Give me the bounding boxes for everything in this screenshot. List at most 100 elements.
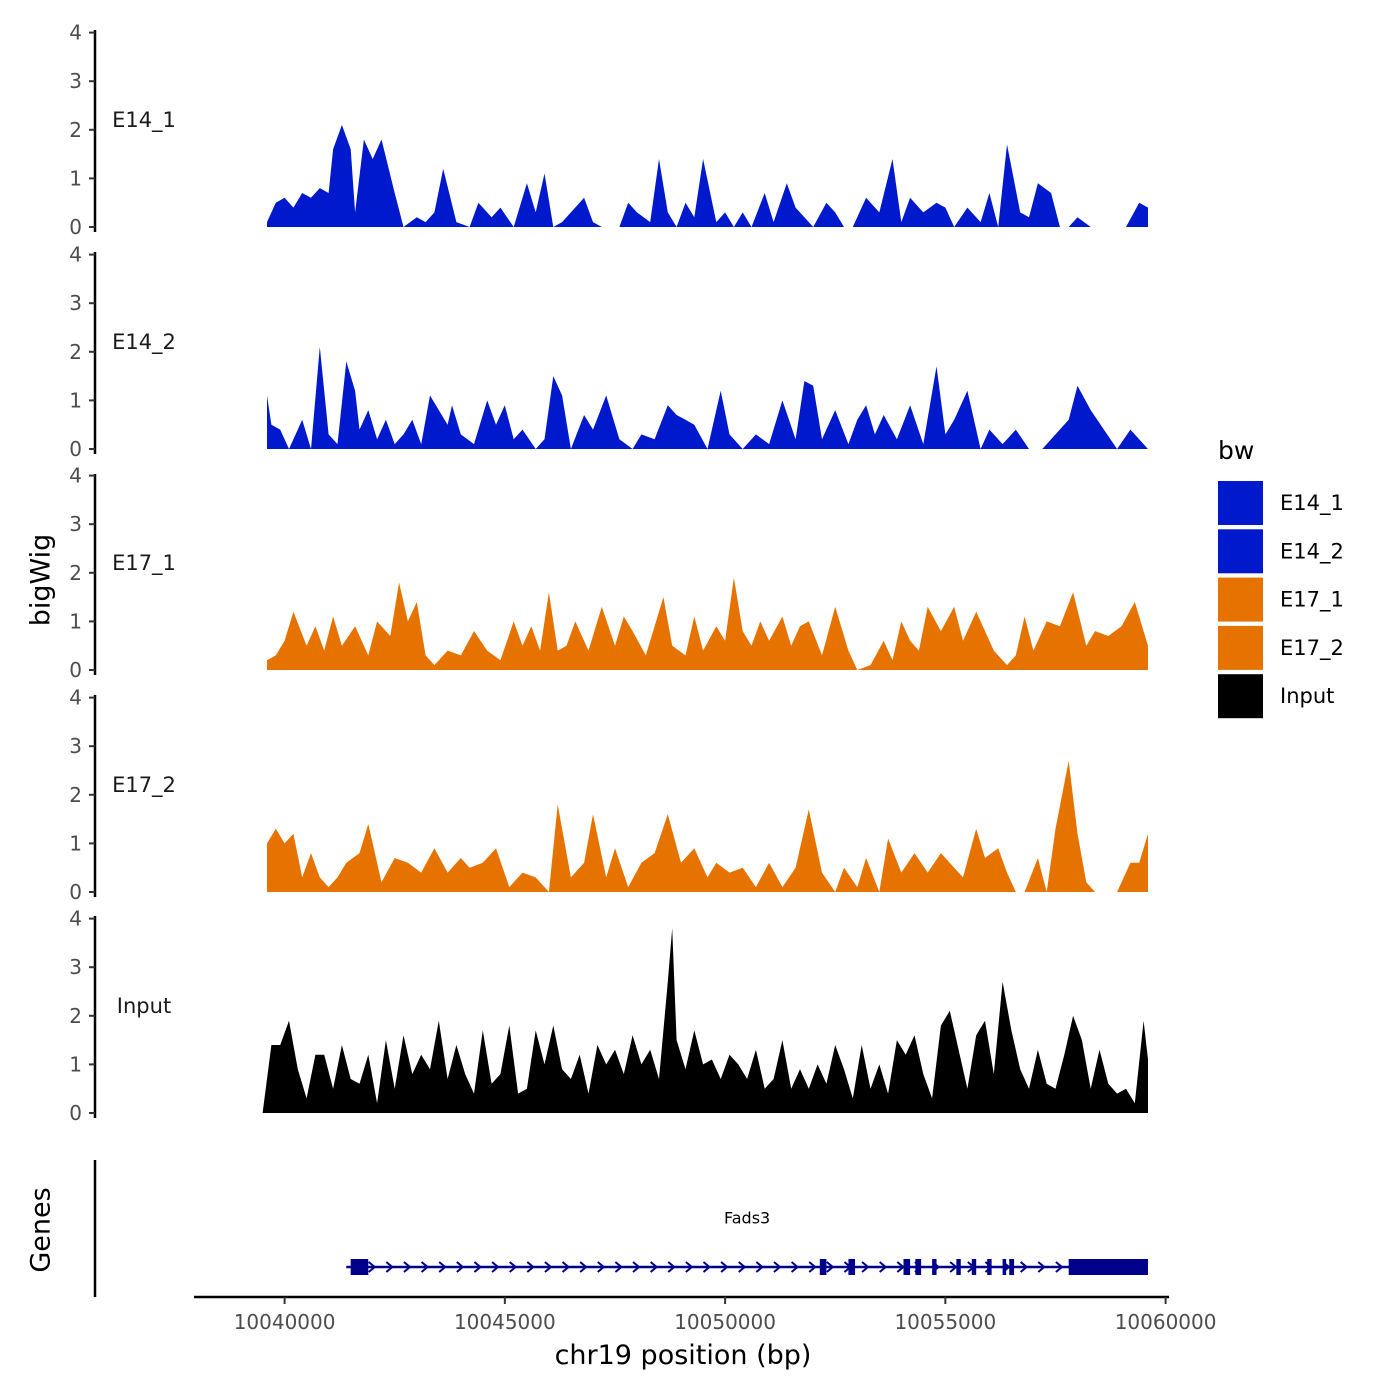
- legend: bw E14_1 E14_2 E17_1 E17_2 Input: [1218, 436, 1344, 719]
- y-axis-title: bigWig: [26, 534, 57, 627]
- strand-arrow: [896, 1261, 905, 1273]
- y-tick-label: 4: [69, 907, 82, 931]
- y-tick-label: 4: [69, 464, 82, 488]
- y-tick-label: 0: [69, 880, 82, 904]
- strand-arrow: [861, 1261, 870, 1273]
- gene-exon: [350, 1259, 369, 1275]
- x-tick-label: 10050000: [674, 1310, 776, 1334]
- strand-arrow: [544, 1261, 553, 1273]
- strand-arrow: [597, 1261, 606, 1273]
- y-tick-label: 0: [69, 658, 82, 682]
- strand-arrow: [790, 1261, 800, 1273]
- strand-arrow: [879, 1261, 888, 1273]
- strand-arrow: [773, 1261, 782, 1273]
- strand-arrow: [403, 1261, 412, 1273]
- strand-arrow: [526, 1261, 535, 1273]
- y-tick-label: 3: [69, 69, 82, 93]
- y-tick-label: 2: [69, 783, 82, 807]
- x-tick-label: 10040000: [234, 1310, 336, 1334]
- strand-arrow: [826, 1261, 835, 1273]
- area-e14_2: [267, 346, 1148, 449]
- y-tick-label: 2: [69, 1004, 82, 1028]
- strand-arrow: [720, 1261, 729, 1273]
- y-tick-label: 0: [69, 437, 82, 461]
- track-label: E14_2: [112, 330, 176, 355]
- y-tick-label: 3: [69, 291, 82, 315]
- gene-exon: [903, 1259, 911, 1275]
- coverage-tracks: 0 1 2 3 4 E14_1 0 1 2 3 4 E14_2 0 1 2 3 4 E17_1 0 1 2 3 4 E17_2…: [69, 21, 1149, 1125]
- gene-exon: [956, 1259, 961, 1275]
- strand-arrow: [632, 1261, 641, 1273]
- legend-label: E17_2: [1280, 636, 1344, 661]
- strand-arrow: [561, 1261, 571, 1273]
- gene-track: Fads3: [93, 1160, 1148, 1297]
- track-e14_2: 0 1 2 3 4 E14_2: [69, 243, 1148, 461]
- area-e17_2: [267, 760, 1148, 892]
- y-tick-label: 3: [69, 512, 82, 536]
- legend-swatch: [1218, 577, 1263, 622]
- strand-arrow: [1019, 1261, 1029, 1273]
- legend-label: E17_1: [1280, 588, 1344, 613]
- track-e14_1: 0 1 2 3 4 E14_1: [69, 21, 1148, 239]
- gene-exon: [932, 1259, 937, 1275]
- y-tick-label: 4: [69, 21, 82, 45]
- strand-arrow: [808, 1261, 817, 1273]
- y-tick-label: 1: [69, 1052, 82, 1076]
- y-tick-label: 0: [69, 1101, 82, 1125]
- gene-exon: [971, 1259, 977, 1275]
- gene-exon: [1002, 1259, 1007, 1275]
- track-input: 0 1 2 3 4 Input: [69, 907, 1149, 1125]
- x-tick-label: 10055000: [894, 1310, 996, 1334]
- legend-swatch: [1218, 674, 1263, 719]
- strand-arrow: [1037, 1261, 1046, 1273]
- strand-arrow: [385, 1261, 394, 1273]
- y-tick-label: 1: [69, 831, 82, 855]
- strand-arrow: [667, 1261, 676, 1273]
- gene-exon: [1009, 1259, 1015, 1275]
- y-tick-label: 4: [69, 243, 82, 267]
- legend-label: E14_2: [1280, 539, 1344, 564]
- track-label: E17_1: [112, 551, 176, 576]
- strand-arrow: [509, 1261, 518, 1273]
- strand-arrow: [702, 1261, 712, 1273]
- y-tick-label: 1: [69, 388, 82, 412]
- strand-arrow: [614, 1261, 623, 1273]
- x-axis-title: chr19 position (bp): [555, 1340, 812, 1371]
- x-tick-label: 10060000: [1115, 1310, 1217, 1334]
- track-label: E17_2: [112, 773, 176, 798]
- y-tick-label: 3: [69, 734, 82, 758]
- strand-arrow: [438, 1261, 447, 1273]
- area-e17_1: [267, 577, 1148, 670]
- track-e17_1: 0 1 2 3 4 E17_1: [69, 464, 1148, 682]
- strand-arrow: [649, 1261, 659, 1273]
- strand-arrow: [491, 1261, 500, 1273]
- y-tick-label: 2: [69, 561, 82, 585]
- gene-name-label: Fads3: [724, 1209, 770, 1228]
- strand-arrow: [685, 1261, 694, 1273]
- strand-arrow: [456, 1261, 465, 1273]
- gene-exon: [819, 1259, 827, 1275]
- legend-swatch: [1218, 481, 1263, 525]
- legend-swatch: [1218, 529, 1263, 574]
- legend-label: E14_1: [1280, 491, 1344, 516]
- y-tick-label: 2: [69, 118, 82, 142]
- strand-arrow: [755, 1261, 764, 1273]
- gene-track-title: Genes: [26, 1187, 57, 1272]
- track-label: E14_1: [112, 108, 176, 133]
- area-e14_1: [267, 124, 1148, 227]
- gene-exon: [987, 1259, 992, 1275]
- y-tick-label: 2: [69, 340, 82, 364]
- area-input: [262, 928, 1149, 1113]
- strand-arrow: [473, 1261, 482, 1273]
- strand-arrow: [420, 1261, 430, 1273]
- strand-arrow: [579, 1261, 588, 1273]
- y-tick-label: 1: [69, 166, 82, 190]
- gene-exon: [915, 1259, 922, 1275]
- gene-exon: [848, 1259, 856, 1275]
- y-tick-label: 0: [69, 215, 82, 239]
- y-tick-label: 4: [69, 686, 82, 710]
- strand-arrow: [1055, 1261, 1064, 1273]
- track-e17_2: 0 1 2 3 4 E17_2: [69, 686, 1148, 904]
- track-label: Input: [117, 994, 171, 1018]
